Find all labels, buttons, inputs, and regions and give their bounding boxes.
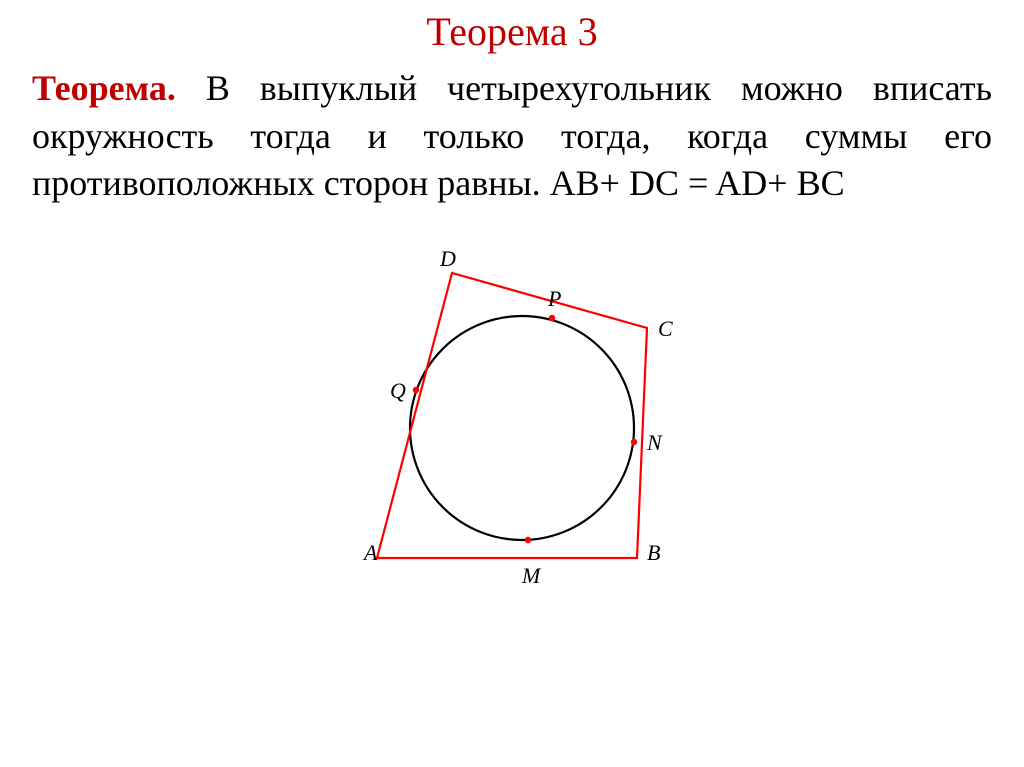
label-q: Q <box>390 378 406 403</box>
geometry-diagram: A B C D M N P Q <box>312 238 712 618</box>
label-a: A <box>362 540 378 565</box>
label-m: M <box>521 563 542 588</box>
tangent-point-p <box>549 314 555 320</box>
tangent-point-q <box>413 386 419 392</box>
theorem-label: Теорема. <box>32 68 176 108</box>
diagram-svg: A B C D M N P Q <box>312 238 712 618</box>
label-c: C <box>658 316 673 341</box>
theorem-title: Теорема 3 <box>0 0 1024 55</box>
label-b: B <box>647 540 660 565</box>
label-d: D <box>439 246 456 271</box>
tangent-point-n <box>631 438 637 444</box>
theorem-paragraph: Теорема. В выпуклый четырехугольник можн… <box>0 55 1024 208</box>
inscribed-circle <box>410 316 634 540</box>
label-n: N <box>646 430 663 455</box>
theorem-body: В выпуклый четырехугольник можно вписать… <box>32 68 992 203</box>
vertex-labels: A B C D M N P Q <box>362 246 673 588</box>
label-p: P <box>547 286 561 311</box>
tangent-points <box>413 314 637 542</box>
tangent-point-m <box>525 536 531 542</box>
